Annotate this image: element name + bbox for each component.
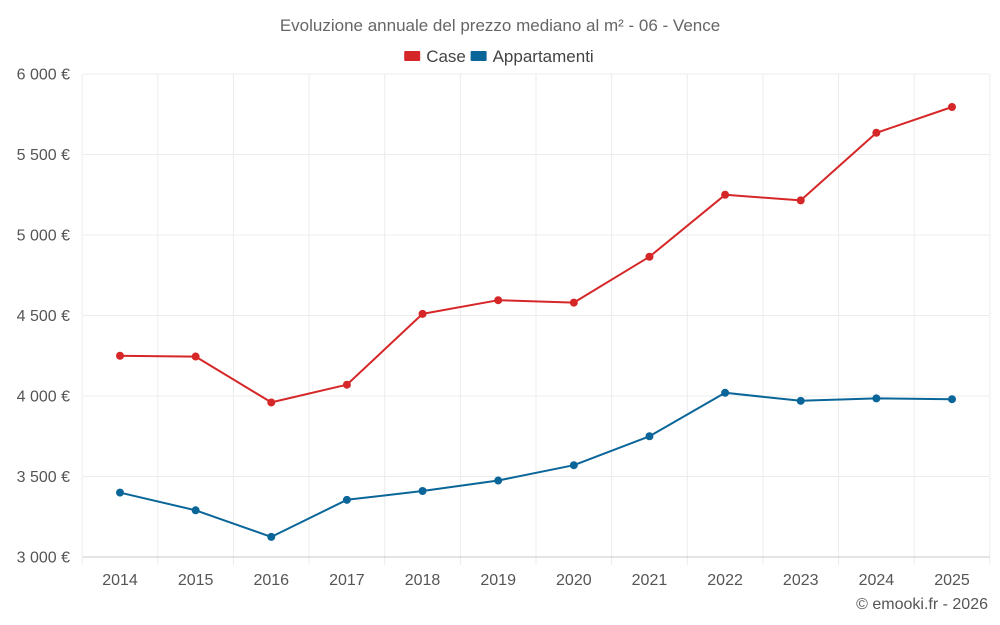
data-point[interactable] [191, 352, 200, 361]
data-point[interactable] [418, 309, 427, 318]
x-tick-label: 2022 [707, 572, 743, 589]
data-point[interactable] [796, 396, 805, 405]
series-line [119, 106, 953, 404]
data-point[interactable] [342, 495, 351, 504]
data-point[interactable] [418, 486, 427, 495]
x-tick-label: 2014 [102, 572, 138, 589]
x-tick-label: 2015 [178, 572, 214, 589]
legend-label: Appartamenti [493, 47, 594, 66]
y-tick-label: 5 500 € [17, 147, 70, 164]
x-tick-label: 2017 [329, 572, 365, 589]
legend-item[interactable]: Case [404, 47, 466, 66]
y-tick-label: 3 000 € [17, 550, 70, 567]
x-tick-label: 2024 [859, 572, 895, 589]
legend-label: Case [426, 47, 466, 66]
series-line [119, 391, 953, 538]
data-point[interactable] [116, 488, 124, 497]
x-tick-label: 2018 [405, 572, 441, 589]
x-axis-ticks: 2014 2015 2016 2017 2018 2019 2020 2021 2022 2023… [102, 572, 970, 589]
data-point[interactable] [267, 532, 276, 541]
data-point[interactable] [342, 380, 351, 389]
y-tick-label: 6 000 € [17, 67, 70, 84]
y-tick-label: 3 500 € [17, 469, 70, 486]
data-series [116, 103, 956, 541]
data-point[interactable] [796, 196, 805, 205]
data-point[interactable] [645, 252, 654, 261]
legend-swatch [404, 51, 421, 61]
data-point[interactable] [872, 128, 881, 137]
series-appartamenti [116, 388, 956, 541]
data-point[interactable] [267, 398, 276, 407]
data-point[interactable] [191, 506, 200, 515]
chart-title: Evoluzione annuale del prezzo mediano al… [280, 16, 720, 35]
y-tick-label: 4 000 € [17, 389, 70, 406]
y-axis-ticks: 3 000 € 3 500 € 4 000 € 4 500 € 5 000 € 5 500… [17, 67, 70, 567]
y-tick-label: 4 500 € [17, 308, 70, 325]
data-point[interactable] [494, 476, 503, 485]
x-tick-label: 2019 [480, 572, 516, 589]
data-point[interactable] [721, 190, 730, 199]
data-point[interactable] [569, 298, 578, 307]
data-point[interactable] [948, 395, 956, 404]
x-tick-label: 2021 [632, 572, 668, 589]
data-point[interactable] [721, 388, 730, 397]
legend-item[interactable]: Appartamenti [470, 47, 594, 66]
data-point[interactable] [116, 351, 124, 360]
data-point[interactable] [948, 103, 956, 112]
x-tick-label: 2025 [934, 572, 970, 589]
data-point[interactable] [494, 296, 503, 305]
credit-label: © emooki.fr - 2026 [856, 596, 988, 613]
x-gridlines [81, 74, 991, 565]
x-tick-label: 2020 [556, 572, 592, 589]
x-tick-label: 2023 [783, 572, 819, 589]
x-tick-label: 2016 [253, 572, 289, 589]
legend-swatch [470, 51, 487, 61]
series-case [116, 103, 956, 407]
data-point[interactable] [872, 394, 881, 403]
data-point[interactable] [569, 461, 578, 470]
chart-legend: Case Appartamenti [404, 47, 594, 66]
data-point[interactable] [645, 432, 654, 441]
y-tick-label: 5 000 € [17, 228, 70, 245]
